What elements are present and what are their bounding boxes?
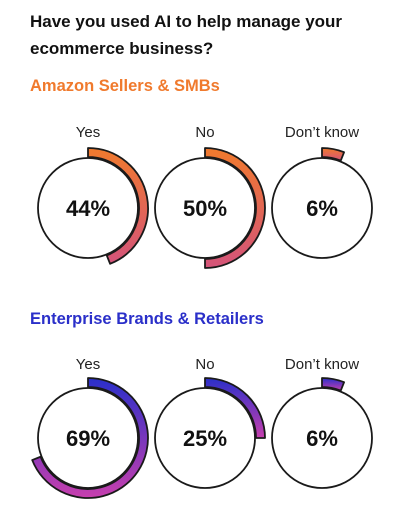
category-label-no-enterprise: No [195, 356, 214, 373]
category-label-don-t-know-enterprise: Don’t know [285, 356, 359, 373]
donut-arc-no-enterprise [204, 377, 266, 439]
category-label-yes-enterprise: Yes [76, 356, 100, 373]
donut-arc-don-t-know-amazon [321, 147, 345, 162]
category-label-yes-amazon: Yes [76, 124, 100, 141]
donut-circle-yes-enterprise [37, 387, 139, 489]
donut-arc-yes-amazon [87, 147, 149, 265]
value-label-don-t-know-amazon: 6% [306, 196, 338, 221]
donut-arc-yes-enterprise [31, 377, 149, 499]
donut-arc-no-amazon [204, 147, 266, 269]
value-label-yes-enterprise: 69% [66, 426, 110, 451]
value-label-yes-amazon: 44% [66, 196, 110, 221]
value-label-no-enterprise: 25% [183, 426, 227, 451]
category-label-no-amazon: No [195, 124, 214, 141]
category-label-don-t-know-amazon: Don’t know [285, 124, 359, 141]
segment-title-enterprise-brands: Enterprise Brands & Retailers [30, 310, 264, 328]
donut-circle-don-t-know-enterprise [271, 387, 373, 489]
donut-circle-no-enterprise [154, 387, 256, 489]
value-label-no-amazon: 50% [183, 196, 227, 221]
segment-title-amazon-sellers: Amazon Sellers & SMBs [30, 77, 220, 95]
donut-circle-don-t-know-amazon [271, 157, 373, 259]
donut-circle-yes-amazon [37, 157, 139, 259]
donut-circle-no-amazon [154, 157, 256, 259]
value-label-don-t-know-enterprise: 6% [306, 426, 338, 451]
donut-arc-don-t-know-enterprise [321, 377, 345, 392]
chart-title: Have you used AI to help manage your eco… [30, 12, 343, 58]
